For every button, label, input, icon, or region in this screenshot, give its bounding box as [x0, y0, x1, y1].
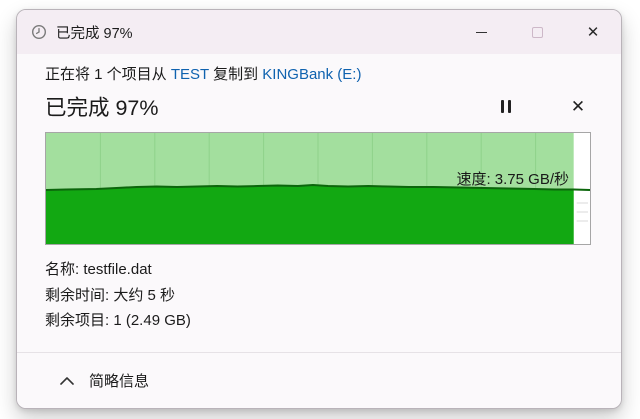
copy-description: 正在将 1 个项目从 TEST 复制到 KINGBank (E:): [45, 63, 591, 84]
maximize-icon: [531, 26, 543, 38]
progress-row: 已完成 97% ✕: [45, 91, 591, 122]
cancel-icon: ✕: [570, 97, 586, 116]
minimize-icon: [475, 31, 487, 33]
speed-label: 速度: 3.75 GB/秒: [456, 171, 569, 188]
transfer-speed-graph: 速度: 3.75 GB/秒: [45, 132, 591, 245]
detail-time-remaining: 剩余时间: 大约 5 秒: [45, 286, 176, 304]
copy-description-prefix: 正在将 1 个项目从: [45, 66, 171, 83]
window-controls: ✕: [453, 10, 621, 54]
copy-description-middle: 复制到: [208, 66, 263, 83]
transfer-details: 名称: testfile.dat 剩余时间: 大约 5 秒 剩余项目: 1 (2…: [45, 257, 591, 334]
dialog-body: 正在将 1 个项目从 TEST 复制到 KINGBank (E:) 已完成 97…: [17, 54, 621, 352]
detail-items-remaining: 剩余项目: 1 (2.49 GB): [45, 312, 191, 329]
speed-graph-canvas: [46, 133, 590, 244]
close-window-button[interactable]: ✕: [565, 10, 621, 54]
copy-destination: KINGBank (E:): [262, 66, 362, 83]
cancel-copy-button[interactable]: ✕: [565, 94, 591, 120]
pause-button[interactable]: [493, 94, 519, 120]
window-title: 已完成 97%: [56, 25, 133, 42]
details-toggle[interactable]: 简略信息: [17, 352, 621, 408]
titlebar[interactable]: 已完成 97% ✕: [17, 10, 621, 54]
details-toggle-label: 简略信息: [89, 373, 150, 390]
maximize-button[interactable]: [509, 10, 565, 54]
close-icon: ✕: [586, 23, 600, 41]
progress-heading: 已完成 97%: [45, 96, 159, 120]
copy-source: TEST: [170, 66, 209, 83]
detail-file-name: 名称: testfile.dat: [45, 261, 152, 278]
chevron-up-icon: [60, 376, 74, 385]
minimize-button[interactable]: [453, 10, 509, 54]
copy-dialog-window: 已完成 97% ✕ 正在将 1 个项目从 TEST 复制到 KINGBank (…: [16, 9, 622, 409]
pause-icon: [501, 100, 511, 113]
clock-icon: [31, 24, 47, 40]
